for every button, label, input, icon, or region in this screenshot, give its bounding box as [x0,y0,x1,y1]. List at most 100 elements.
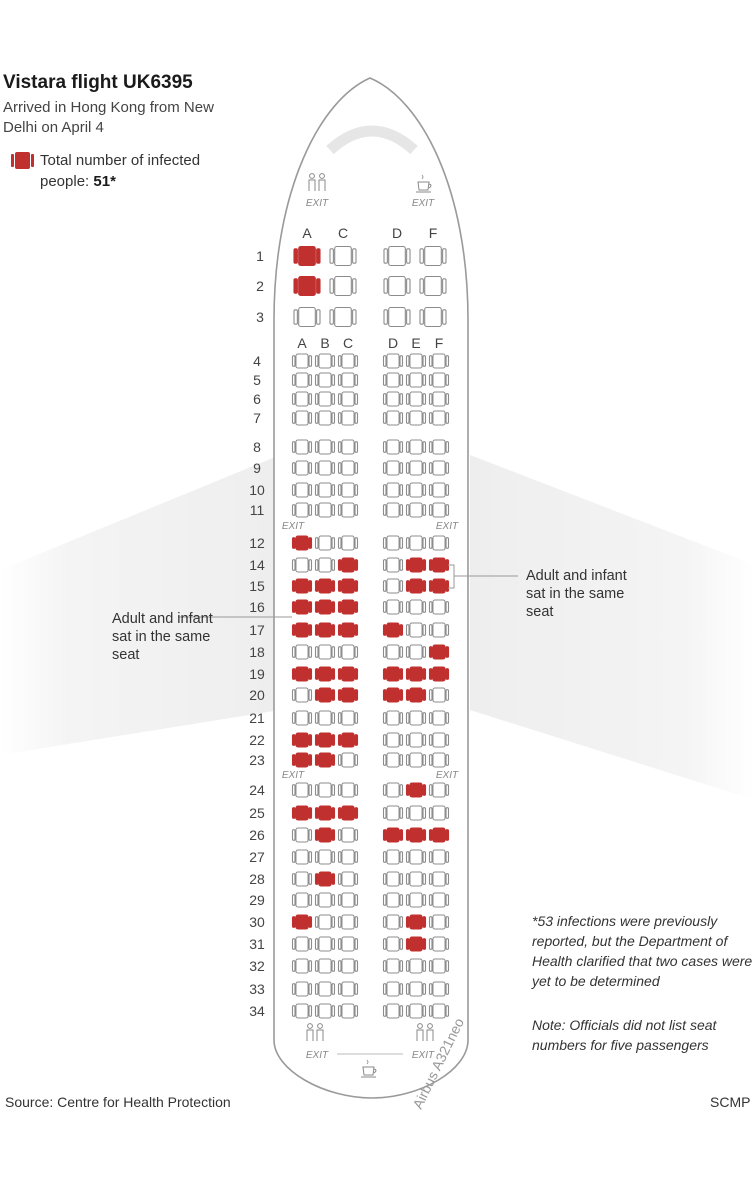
seat-14f [428,557,450,573]
exit-label-6: EXIT [436,770,459,781]
seat-29f [428,892,450,908]
row-label-32: 32 [249,958,265,974]
seat-23a [291,752,313,768]
seat-4a [291,353,313,369]
seat-4f [428,353,450,369]
seat-17b [314,622,336,638]
seat-24f [428,782,450,798]
restroom-icon [308,173,326,191]
seat-27f [428,849,450,865]
seat-31d [382,936,404,952]
seat-32d [382,958,404,974]
seat-3f [419,306,447,328]
seat-28c [337,871,359,887]
seat-25d [382,805,404,821]
economy-column-label-d: D [388,335,398,351]
seat-5e [405,372,427,388]
seat-21d [382,710,404,726]
row-label-18: 18 [249,644,265,660]
seat-30a [291,914,313,930]
seat-17a [291,622,313,638]
seat-22a [291,732,313,748]
seat-6f [428,391,450,407]
row-label-28: 28 [249,871,265,887]
row-label-17: 17 [249,622,265,638]
column-label-c: C [338,225,348,241]
seat-1a [293,245,321,267]
seat-32f [428,958,450,974]
seat-26e [405,827,427,843]
seat-30e [405,914,427,930]
row-label-23: 23 [249,752,265,768]
seat-4b [314,353,336,369]
left-wing [0,455,280,755]
infected-count: 51* [93,173,116,190]
seat-8e [405,439,427,455]
seat-4c [337,353,359,369]
seat-12c [337,535,359,551]
seat-9d [382,460,404,476]
seat-25b [314,805,336,821]
seat-6c [337,391,359,407]
seat-2a [293,275,321,297]
seat-14d [382,557,404,573]
fuselage-outline [273,77,469,1099]
restroom-icon [306,1023,324,1041]
seat-18c [337,644,359,660]
row-label-8: 8 [253,439,261,455]
infected-seat-icon [11,152,34,169]
seat-2f [419,275,447,297]
row-label-15: 15 [249,578,265,594]
seat-20d [382,687,404,703]
seat-21a [291,710,313,726]
seat-29b [314,892,336,908]
seat-5a [291,372,313,388]
seat-24a [291,782,313,798]
seat-28a [291,871,313,887]
seat-12b [314,535,336,551]
seat-17d [382,622,404,638]
seat-26f [428,827,450,843]
seat-9b [314,460,336,476]
seat-30d [382,914,404,930]
galley-cup-icon [361,1059,377,1078]
source: Source: Centre for Health Protection [5,1094,231,1110]
row-label-6: 6 [253,391,261,407]
row-label-27: 27 [249,849,265,865]
seat-21e [405,710,427,726]
seat-8c [337,439,359,455]
seat-15f [428,578,450,594]
seat-33d [382,981,404,997]
seat-27a [291,849,313,865]
row-label-4: 4 [253,353,261,369]
exit-label-7: EXIT [306,1050,329,1061]
seat-33a [291,981,313,997]
restroom-icon [416,1023,434,1041]
seat-28e [405,871,427,887]
seat-12e [405,535,427,551]
seat-29c [337,892,359,908]
seat-8a [291,439,313,455]
seat-33c [337,981,359,997]
seat-24c [337,782,359,798]
seat-25f [428,805,450,821]
subtitle: Arrived in Hong Kong from New Delhi on A… [3,99,214,136]
row-label-29: 29 [249,892,265,908]
seat-11e [405,502,427,518]
seat-18a [291,644,313,660]
seat-19e [405,666,427,682]
seat-9f [428,460,450,476]
row-label-5: 5 [253,372,261,388]
economy-column-label-b: B [320,335,329,351]
row-label-14: 14 [249,557,265,573]
seat-18b [314,644,336,660]
legend-label-text: Total number of infected people: [40,152,201,190]
seat-27c [337,849,359,865]
seat-29e [405,892,427,908]
seat-23c [337,752,359,768]
seat-1f [419,245,447,267]
seat-16f [428,599,450,615]
seat-7e [405,410,427,426]
row-label-33: 33 [249,981,265,997]
